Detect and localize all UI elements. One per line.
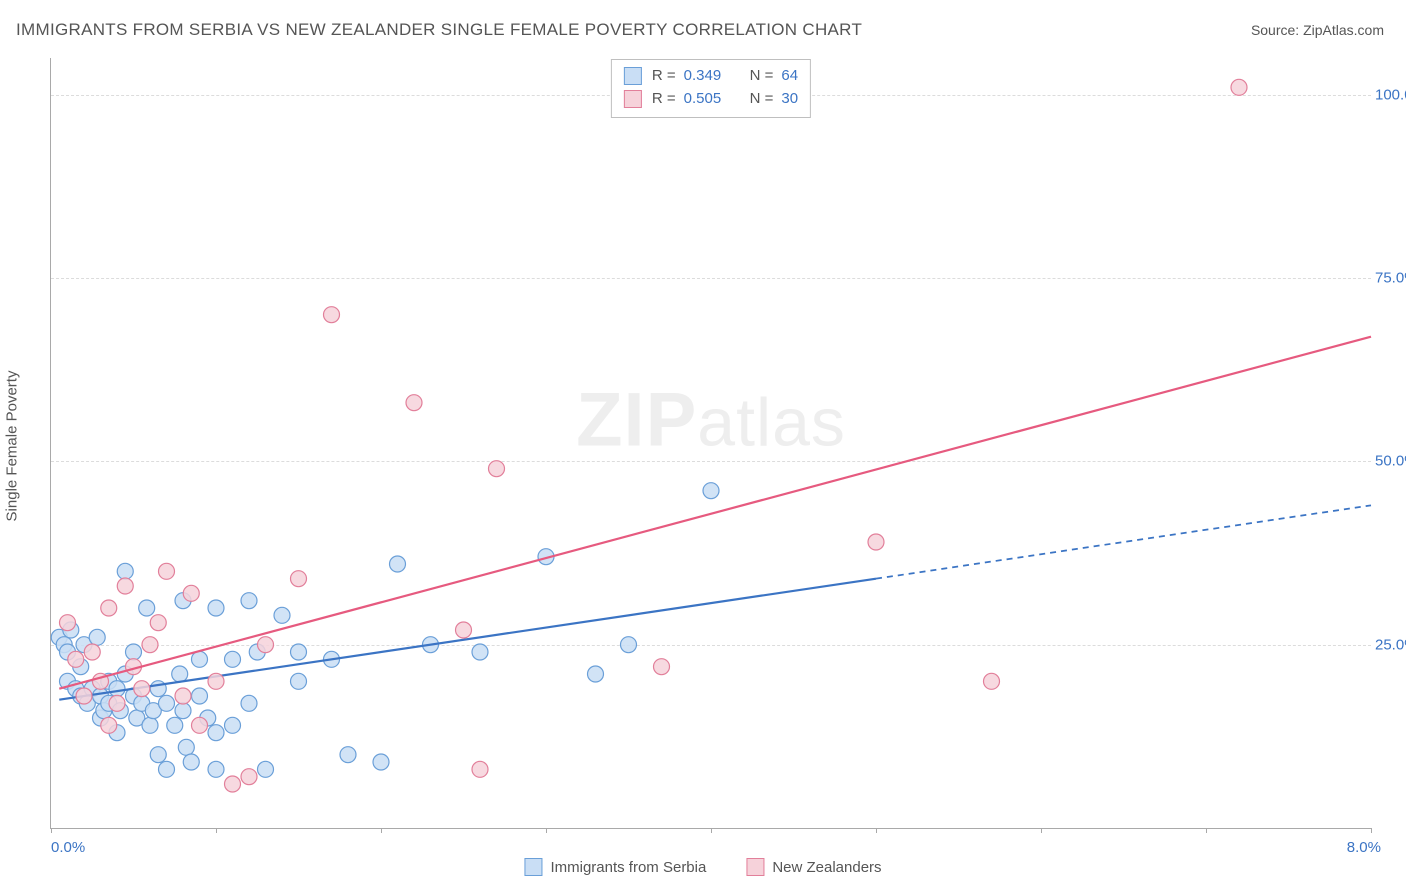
scatter-point-serbia (150, 747, 166, 763)
scatter-point-nz (101, 600, 117, 616)
scatter-point-serbia (159, 761, 175, 777)
chart-container: IMMIGRANTS FROM SERBIA VS NEW ZEALANDER … (0, 0, 1406, 892)
scatter-point-serbia (89, 629, 105, 645)
legend-label-serbia: Immigrants from Serbia (550, 859, 706, 876)
scatter-point-nz (1231, 79, 1247, 95)
scatter-point-serbia (291, 644, 307, 660)
chart-title: IMMIGRANTS FROM SERBIA VS NEW ZEALANDER … (16, 20, 862, 40)
scatter-point-nz (150, 615, 166, 631)
x-tick-label: 8.0% (1347, 839, 1381, 856)
y-tick-label: 100.0% (1375, 86, 1406, 103)
scatter-point-serbia (192, 651, 208, 667)
scatter-point-nz (868, 534, 884, 550)
scatter-point-serbia (703, 483, 719, 499)
trend-line-dashed-serbia (876, 505, 1371, 578)
legend-item-nz: New Zealanders (746, 858, 881, 876)
scatter-point-nz (117, 578, 133, 594)
scatter-point-nz (109, 695, 125, 711)
scatter-point-nz (406, 395, 422, 411)
scatter-point-serbia (241, 695, 257, 711)
scatter-point-nz (472, 761, 488, 777)
x-tick-label: 0.0% (51, 839, 85, 856)
scatter-point-nz (134, 681, 150, 697)
legend-swatch-serbia (524, 858, 542, 876)
source-value: ZipAtlas.com (1303, 22, 1384, 38)
scatter-point-nz (225, 776, 241, 792)
scatter-point-serbia (109, 681, 125, 697)
scatter-point-nz (654, 659, 670, 675)
scatter-point-nz (489, 461, 505, 477)
scatter-point-nz (192, 717, 208, 733)
scatter-point-nz (324, 307, 340, 323)
plot-area: ZIPatlas R = 0.349 N = 64 R = 0.505 N = … (50, 58, 1371, 829)
trend-line-nz (59, 337, 1371, 689)
scatter-point-nz (258, 637, 274, 653)
scatter-point-nz (84, 644, 100, 660)
scatter-point-serbia (208, 600, 224, 616)
n-value-serbia: 64 (781, 65, 798, 88)
legend-swatch-nz (746, 858, 764, 876)
scatter-point-serbia (225, 717, 241, 733)
scatter-point-serbia (208, 761, 224, 777)
scatter-point-serbia (139, 600, 155, 616)
scatter-point-nz (142, 637, 158, 653)
stats-row-nz: R = 0.505 N = 30 (624, 88, 798, 111)
scatter-point-nz (60, 615, 76, 631)
r-label: R = (652, 65, 676, 88)
scatter-point-nz (984, 673, 1000, 689)
scatter-point-serbia (373, 754, 389, 770)
scatter-point-nz (291, 571, 307, 587)
n-label: N = (750, 65, 774, 88)
stats-legend-box: R = 0.349 N = 64 R = 0.505 N = 30 (611, 59, 811, 118)
swatch-nz (624, 90, 642, 108)
scatter-point-serbia (175, 703, 191, 719)
y-axis-label: Single Female Poverty (4, 371, 21, 522)
y-tick-label: 25.0% (1375, 636, 1406, 653)
scatter-point-serbia (274, 607, 290, 623)
scatter-point-serbia (258, 761, 274, 777)
scatter-point-serbia (291, 673, 307, 689)
scatter-point-nz (241, 769, 257, 785)
scatter-point-serbia (241, 593, 257, 609)
y-tick-label: 75.0% (1375, 270, 1406, 287)
scatter-point-serbia (340, 747, 356, 763)
scatter-point-serbia (192, 688, 208, 704)
scatter-point-nz (101, 717, 117, 733)
scatter-point-nz (159, 563, 175, 579)
scatter-point-nz (183, 585, 199, 601)
scatter-point-serbia (117, 563, 133, 579)
scatter-point-serbia (142, 717, 158, 733)
bottom-legend: Immigrants from Serbia New Zealanders (524, 858, 881, 876)
scatter-point-nz (68, 651, 84, 667)
svg-layer (51, 58, 1371, 828)
n-value-nz: 30 (781, 88, 798, 111)
y-tick-label: 50.0% (1375, 453, 1406, 470)
legend-label-nz: New Zealanders (772, 859, 881, 876)
r-value-nz: 0.505 (684, 88, 728, 111)
scatter-point-serbia (172, 666, 188, 682)
scatter-point-serbia (472, 644, 488, 660)
scatter-point-serbia (126, 644, 142, 660)
scatter-point-serbia (390, 556, 406, 572)
stats-row-serbia: R = 0.349 N = 64 (624, 65, 798, 88)
scatter-point-nz (76, 688, 92, 704)
scatter-point-serbia (167, 717, 183, 733)
scatter-point-serbia (225, 651, 241, 667)
swatch-serbia (624, 67, 642, 85)
scatter-point-serbia (183, 754, 199, 770)
r-label: R = (652, 88, 676, 111)
scatter-point-serbia (208, 725, 224, 741)
r-value-serbia: 0.349 (684, 65, 728, 88)
source-label: Source: (1251, 22, 1303, 38)
n-label: N = (750, 88, 774, 111)
scatter-point-serbia (178, 739, 194, 755)
scatter-point-serbia (159, 695, 175, 711)
source-attribution: Source: ZipAtlas.com (1251, 22, 1384, 38)
legend-item-serbia: Immigrants from Serbia (524, 858, 706, 876)
scatter-point-nz (175, 688, 191, 704)
scatter-point-serbia (588, 666, 604, 682)
scatter-point-serbia (621, 637, 637, 653)
scatter-point-nz (456, 622, 472, 638)
scatter-point-nz (208, 673, 224, 689)
